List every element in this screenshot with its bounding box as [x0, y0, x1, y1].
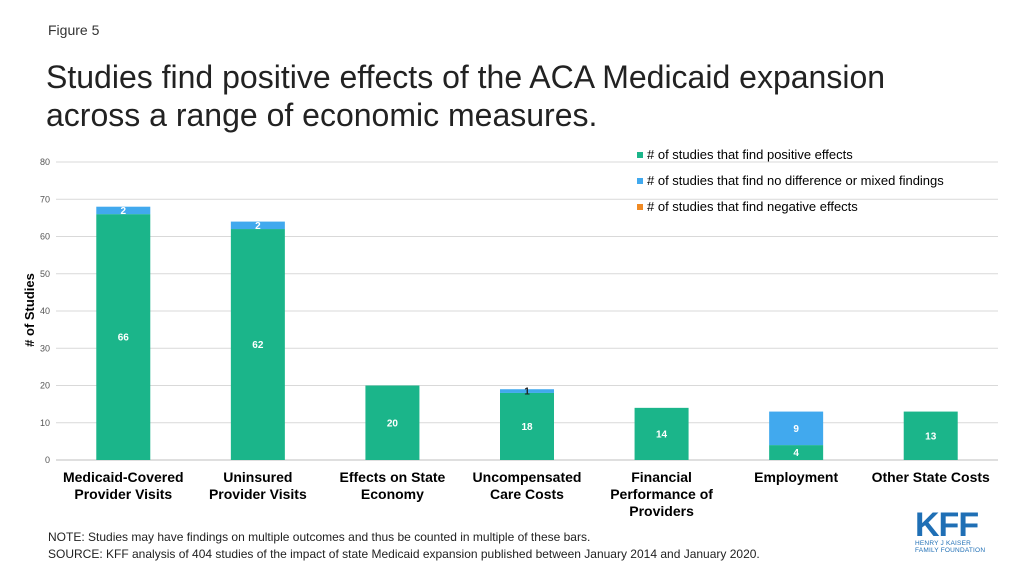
legend-swatch — [637, 152, 643, 158]
y-tick-label: 80 — [40, 157, 50, 167]
logo-line-2: FAMILY FOUNDATION — [915, 547, 986, 554]
bar-segment — [903, 411, 958, 460]
x-category-label: Provider Visits — [209, 486, 307, 502]
bar-segment — [769, 445, 824, 460]
x-category-label: Providers — [629, 503, 694, 519]
y-tick-label: 20 — [40, 381, 50, 391]
logo-wordmark: KFF — [915, 506, 979, 544]
x-category-label: Employment — [754, 469, 838, 485]
bar-segment — [500, 389, 554, 393]
legend-swatch — [637, 204, 643, 210]
note-text: NOTE: Studies may have findings on multi… — [48, 530, 591, 544]
logo-line-1: HENRY J KAISER — [915, 540, 972, 547]
x-category-label: Other State Costs — [872, 469, 990, 485]
x-category-label: Financial — [631, 469, 692, 485]
data-label: 66 — [118, 333, 130, 344]
x-category-label: Performance of — [610, 486, 713, 502]
legend-entry: # of studies that find positive effects — [647, 147, 853, 162]
data-label: 9 — [793, 424, 799, 435]
chart-title: Studies find positive effects of the ACA… — [46, 59, 886, 133]
x-category-label: Medicaid-Covered — [63, 469, 184, 485]
source-text: SOURCE: KFF analysis of 404 studies of t… — [48, 547, 760, 561]
bar-segment — [230, 229, 285, 460]
legend-entry: # of studies that find negative effects — [647, 199, 858, 214]
bar-segment — [500, 392, 554, 460]
gridlines — [56, 161, 998, 461]
data-label: 1 — [524, 387, 530, 398]
legend: # of studies that find positive effects #… — [637, 147, 944, 214]
bar-segment — [365, 385, 420, 460]
bar-segment — [96, 214, 151, 460]
y-tick-label: 50 — [40, 269, 50, 279]
data-label: 62 — [252, 340, 264, 351]
bar-segment — [96, 206, 151, 215]
x-category-label: Uninsured — [223, 469, 292, 485]
data-label: 4 — [793, 448, 799, 459]
data-label: 14 — [656, 429, 668, 440]
y-axis-label: # of Studies — [22, 273, 37, 347]
x-category-label: Uncompensated — [473, 469, 582, 485]
x-category-label: Care Costs — [490, 486, 564, 502]
bars — [96, 206, 958, 460]
data-label: 2 — [255, 221, 261, 232]
data-label: 20 — [387, 418, 399, 429]
x-category-label: Economy — [361, 486, 424, 502]
x-category-label: Effects on State — [340, 469, 446, 485]
bar-segment — [769, 411, 824, 446]
y-tick-label: 70 — [40, 194, 50, 204]
y-tick-label: 10 — [40, 418, 50, 428]
y-tick-label: 0 — [45, 455, 50, 465]
data-label: 18 — [521, 422, 533, 433]
y-tick-label: 30 — [40, 343, 50, 353]
bar-segment — [230, 221, 285, 230]
y-axis-ticks: 0 10 20 30 40 50 60 70 80 — [40, 157, 50, 465]
data-labels: 66 2 62 2 20 18 1 14 4 9 13 — [118, 206, 937, 459]
data-label: 2 — [121, 206, 127, 217]
y-tick-label: 40 — [40, 306, 50, 316]
data-label: 13 — [925, 431, 937, 442]
legend-entry: # of studies that find no difference or … — [647, 173, 944, 188]
legend-swatch — [637, 178, 643, 184]
y-tick-label: 60 — [40, 232, 50, 242]
x-category-label: Provider Visits — [74, 486, 172, 502]
figure-label: Figure 5 — [48, 22, 100, 38]
kff-logo: KFF HENRY J KAISER FAMILY FOUNDATION — [915, 506, 991, 554]
bar-segment — [634, 407, 689, 460]
